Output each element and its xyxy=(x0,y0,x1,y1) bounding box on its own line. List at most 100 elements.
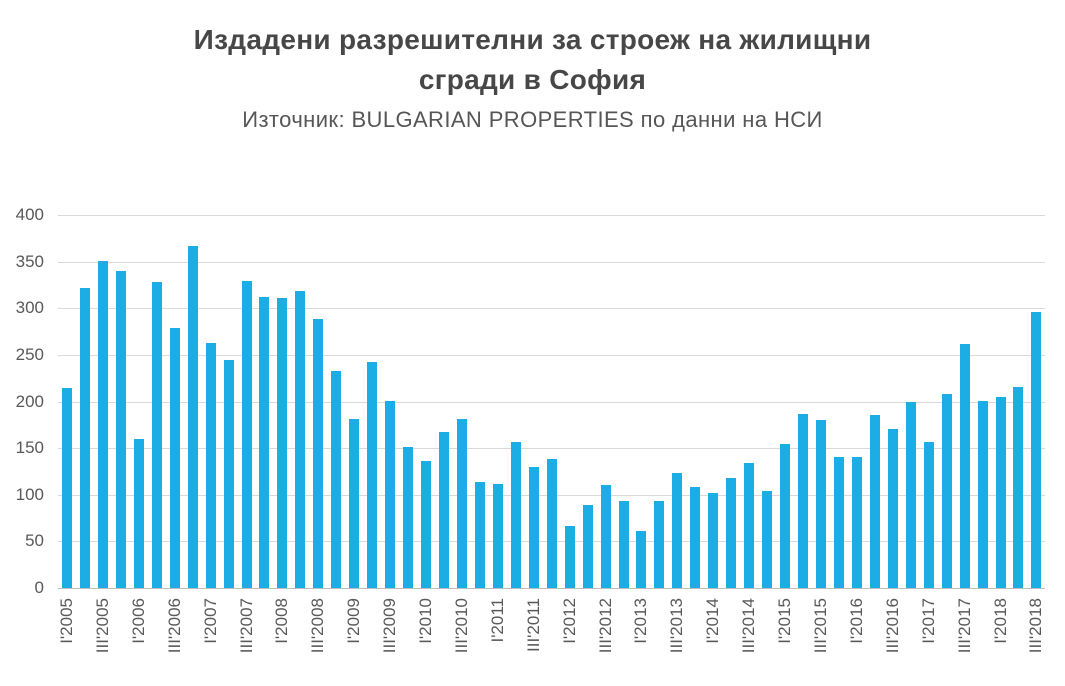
bar-slot: III'2010 xyxy=(452,215,471,653)
bar xyxy=(762,491,773,588)
bar xyxy=(780,444,791,588)
gridline xyxy=(58,215,1045,216)
bar xyxy=(331,370,342,588)
x-axis-label: III'2009 xyxy=(380,598,400,654)
bar xyxy=(456,419,467,588)
bar-slot: III'2007 xyxy=(237,215,256,653)
x-axis-label: III'2005 xyxy=(92,598,112,654)
bar-slot xyxy=(974,215,992,588)
x-axis-label: III'2011 xyxy=(523,598,543,652)
x-axis-label: I'2017 xyxy=(918,598,938,644)
gridline xyxy=(58,448,1045,450)
chart-title: Издадени разрешителни за строеж на жилищ… xyxy=(0,20,1065,100)
bar-slot xyxy=(363,215,381,588)
bar-slot: I'2009 xyxy=(344,215,363,644)
x-axis-label: III'2018 xyxy=(1026,598,1046,654)
bar-slot: I'2013 xyxy=(631,215,650,644)
bar xyxy=(869,414,880,588)
bar-slot xyxy=(686,215,704,588)
bar xyxy=(977,400,988,588)
x-axis-label: III'2012 xyxy=(595,598,615,654)
bar-slot xyxy=(830,215,848,588)
bar-slot xyxy=(579,215,597,588)
bar xyxy=(474,481,485,588)
bar-slot xyxy=(471,215,489,588)
bar-slot: I'2007 xyxy=(201,215,220,644)
bar xyxy=(223,359,234,588)
gridline xyxy=(58,308,1045,310)
bar-series: I'2005 III'2005 I'2006 III'2006 I'2007 III'20… xyxy=(57,215,1045,653)
bar-slot: III'2018 xyxy=(1026,215,1045,653)
bar-slot: I'2012 xyxy=(560,215,579,644)
bar xyxy=(115,270,126,588)
bar-slot: I'2014 xyxy=(703,215,722,644)
bar xyxy=(205,342,216,588)
y-axis-label: 50 xyxy=(25,531,44,551)
bar-slot xyxy=(184,215,202,588)
bar xyxy=(169,327,180,588)
gridline xyxy=(58,401,1045,403)
bar-slot xyxy=(112,215,130,588)
bar xyxy=(564,525,575,588)
x-axis-label: III'2016 xyxy=(882,598,902,654)
bar xyxy=(995,396,1006,588)
bar xyxy=(1013,386,1024,588)
bar-slot xyxy=(76,215,94,588)
x-axis-label: I'2018 xyxy=(990,598,1010,644)
bar xyxy=(79,287,90,588)
bar-slot: III'2017 xyxy=(955,215,974,653)
gridline xyxy=(58,261,1045,263)
x-axis-label: III'2014 xyxy=(739,598,759,654)
x-axis-label: I'2008 xyxy=(272,598,292,644)
bar xyxy=(708,492,719,588)
bar xyxy=(438,432,449,588)
bar-slot xyxy=(220,215,238,588)
x-axis-label: I'2005 xyxy=(56,598,76,644)
bar-slot: III'2005 xyxy=(93,215,112,653)
y-axis-label: 200 xyxy=(15,391,44,411)
bar-slot: I'2008 xyxy=(272,215,291,644)
bar-slot: I'2005 xyxy=(57,215,76,644)
bar-slot xyxy=(291,215,309,588)
x-axis-label: III'2006 xyxy=(164,598,184,654)
bar-slot: I'2018 xyxy=(991,215,1010,644)
bar xyxy=(618,501,629,588)
bar xyxy=(959,343,970,588)
x-axis-label: I'2015 xyxy=(775,598,795,644)
bar-slot: I'2006 xyxy=(129,215,148,644)
y-axis-label: 0 xyxy=(34,578,44,597)
bar xyxy=(151,282,162,588)
bar xyxy=(61,388,72,588)
bar-slot: III'2014 xyxy=(739,215,758,653)
x-axis-label: I'2011 xyxy=(487,598,507,643)
bar-slot: I'2016 xyxy=(847,215,866,644)
bar xyxy=(313,319,324,588)
x-axis-label: III'2015 xyxy=(811,598,830,654)
y-axis-label: 100 xyxy=(15,484,44,504)
gridline xyxy=(58,354,1045,356)
bar xyxy=(133,438,144,588)
bar xyxy=(528,466,539,588)
bar xyxy=(654,501,665,588)
bar-slot xyxy=(722,215,740,588)
y-axis-label: 400 xyxy=(15,205,44,224)
bar xyxy=(816,420,826,588)
bar xyxy=(277,298,288,588)
bar-slot: III'2012 xyxy=(596,215,615,653)
bar xyxy=(851,457,862,588)
bar-slot xyxy=(650,215,668,588)
bar xyxy=(241,281,252,588)
y-axis-label: 300 xyxy=(15,298,44,318)
y-axis-label: 150 xyxy=(15,438,44,458)
bar-slot xyxy=(938,215,956,588)
bar-slot xyxy=(615,215,633,588)
bar-slot: III'2016 xyxy=(883,215,902,653)
bar xyxy=(744,463,755,588)
bar-slot: I'2011 xyxy=(488,215,507,643)
x-axis-label: I'2016 xyxy=(846,598,866,644)
bar xyxy=(600,485,611,588)
bar-slot: I'2017 xyxy=(919,215,938,644)
x-axis-label: I'2012 xyxy=(559,598,579,644)
bar xyxy=(367,362,378,588)
bar xyxy=(1031,311,1042,588)
